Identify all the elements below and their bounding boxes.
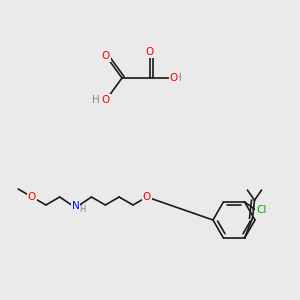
Text: H: H xyxy=(92,95,100,105)
Text: N: N xyxy=(72,201,80,211)
Text: H: H xyxy=(80,206,86,214)
Text: O: O xyxy=(143,192,151,202)
Text: O: O xyxy=(102,51,110,61)
Text: O: O xyxy=(102,95,110,105)
Text: H: H xyxy=(174,73,182,83)
Text: O: O xyxy=(170,73,178,83)
Text: O: O xyxy=(146,47,154,57)
Text: O: O xyxy=(28,192,36,202)
Text: Cl: Cl xyxy=(256,205,267,215)
